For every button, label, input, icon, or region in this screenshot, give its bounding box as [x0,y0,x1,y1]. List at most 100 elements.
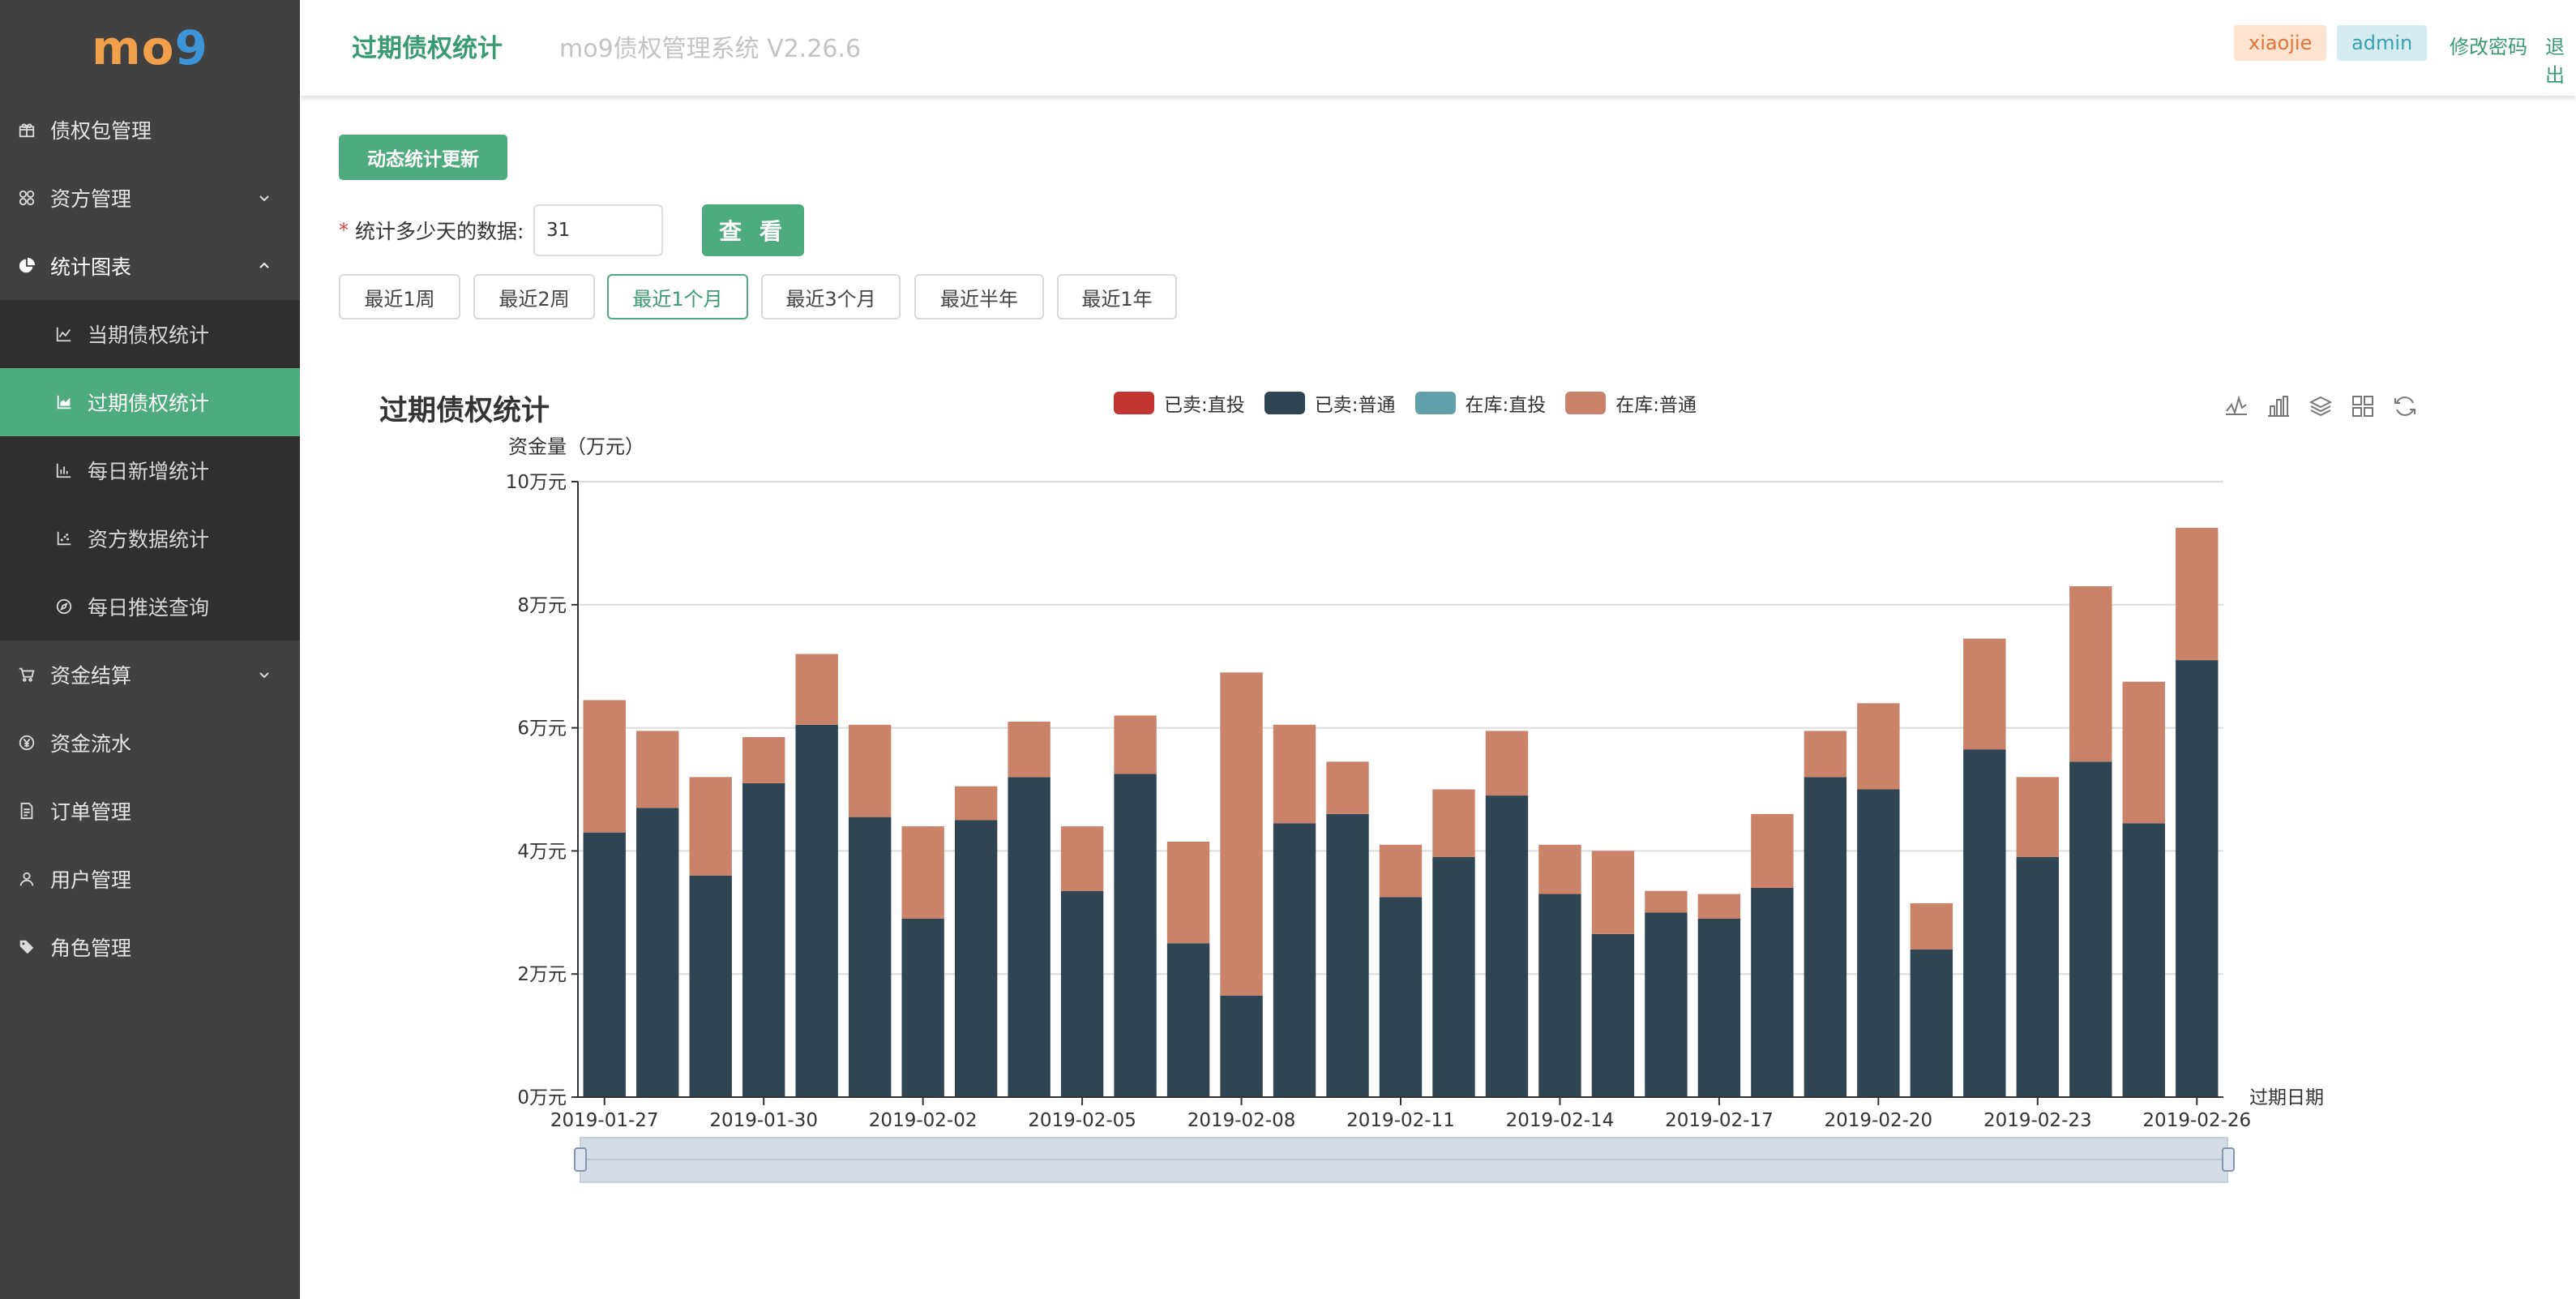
bar-segment[interactable] [583,832,626,1097]
bar-segment[interactable] [1379,897,1423,1097]
bar-segment[interactable] [954,786,998,821]
legend-item-sold-direct[interactable]: 已卖:直投 [1114,389,1245,417]
range-3-months-button[interactable]: 最近3个月 [761,274,901,319]
bar-segment[interactable] [1273,724,1316,824]
bar-segment[interactable] [1538,894,1581,1097]
bar-segment[interactable] [901,918,944,1097]
bar-segment[interactable] [1326,761,1369,814]
tiled-toggle-icon[interactable] [2349,392,2377,420]
bar-segment[interactable] [954,820,998,1097]
bar-segment[interactable] [1538,844,1581,894]
bar-segment[interactable] [1963,638,2006,750]
bar-segment[interactable] [2069,586,2112,762]
bar-segment[interactable] [1114,715,1157,774]
range-1-week-button[interactable]: 最近1周 [339,274,460,319]
menu-item-investor[interactable]: 资方管理 [0,164,300,232]
bar-segment[interactable] [901,826,944,919]
bar-segment[interactable] [2016,856,2059,1097]
bar-chart-toggle-icon[interactable] [2265,392,2292,420]
bar-segment[interactable] [1645,890,1688,913]
line-chart-toggle-icon[interactable] [2223,392,2250,420]
bar-segment[interactable] [1963,749,2006,1097]
menu-item-users[interactable]: 用户管理 [0,845,300,913]
bar-segment[interactable] [1220,672,1263,996]
view-button[interactable]: 查 看 [702,204,804,256]
legend-item-stock-direct[interactable]: 在库:直投 [1414,389,1546,417]
bar-segment[interactable] [2069,761,2112,1097]
bar-segment[interactable] [1697,894,1741,919]
zoom-handle-left[interactable] [574,1147,587,1172]
bar-segment[interactable] [1751,887,1794,1097]
menu-item-orders[interactable]: 订单管理 [0,777,300,845]
sub-item-daily-new[interactable]: 每日新增统计 [0,436,300,504]
bar-segment[interactable] [1008,722,1051,778]
bar-segment[interactable] [1591,851,1635,934]
days-input[interactable] [533,204,663,256]
sub-item-daily-push[interactable]: 每日推送查询 [0,572,300,641]
bar-segment[interactable] [1166,842,1210,944]
menu-item-settlement[interactable]: 资金结算 [0,641,300,709]
bar-segment[interactable] [1485,731,1529,796]
bar-segment[interactable] [1273,823,1316,1097]
bar-segment[interactable] [1008,777,1051,1097]
bar-segment[interactable] [1220,995,1263,1097]
bar-segment[interactable] [636,808,679,1097]
bar-segment[interactable] [2176,527,2219,661]
bar-segment[interactable] [1060,890,1104,1097]
change-password-link[interactable]: 修改密码 [2450,36,2527,58]
stack-toggle-icon[interactable] [2307,392,2334,420]
bar-segment[interactable] [1326,813,1369,1097]
bar-segment[interactable] [795,654,838,725]
bar-segment[interactable] [848,817,892,1097]
bar-segment[interactable] [1910,902,1953,950]
bar-segment[interactable] [689,875,732,1097]
bar-segment[interactable] [742,736,785,783]
menu-item-cash-flow[interactable]: 资金流水 [0,709,300,777]
range-2-weeks-button[interactable]: 最近2周 [473,274,595,319]
bar-segment[interactable] [1166,943,1210,1097]
bar-segment[interactable] [1432,856,1475,1097]
sub-item-current-debt[interactable]: 当期债权统计 [0,300,300,368]
sub-item-expired-debt[interactable]: 过期债权统计 [0,368,300,436]
bar-segment[interactable] [1379,844,1423,898]
bar-segment[interactable] [1910,949,1953,1097]
bar-segment[interactable] [848,724,892,817]
bar-segment[interactable] [742,782,785,1097]
zoom-handle-right[interactable] [2222,1147,2235,1172]
bar-segment[interactable] [689,777,732,876]
bar-segment[interactable] [1751,813,1794,888]
bar-segment[interactable] [1697,918,1741,1097]
bar-segment[interactable] [1857,789,1900,1098]
x-tick-label: 2019-02-20 [1825,1110,1933,1131]
bar-segment[interactable] [1114,774,1157,1097]
data-zoom-slider[interactable] [574,1137,2235,1183]
menu-item-debt-package[interactable]: 债权包管理 [0,96,300,164]
bar-segment[interactable] [583,700,626,833]
bar-segment[interactable] [1857,703,1900,790]
bar-segment[interactable] [1804,777,1847,1097]
logo[interactable]: mo9 [0,0,300,96]
bar-segment[interactable] [1060,826,1104,891]
bar-segment[interactable] [1432,789,1475,857]
bar-segment[interactable] [1804,731,1847,778]
legend-item-sold-normal[interactable]: 已卖:普通 [1264,389,1396,417]
sub-item-investor-data[interactable]: 资方数据统计 [0,504,300,572]
refresh-stats-button[interactable]: 动态统计更新 [339,135,507,180]
bar-segment[interactable] [2176,660,2219,1097]
logout-link[interactable]: 退出 [2545,36,2565,87]
range-1-month-button[interactable]: 最近1个月 [607,274,748,319]
bar-segment[interactable] [2122,681,2165,824]
menu-item-roles[interactable]: 角色管理 [0,913,300,981]
bar-segment[interactable] [795,724,838,1097]
range-1-year-button[interactable]: 最近1年 [1057,274,1177,319]
range-half-year-button[interactable]: 最近半年 [914,274,1044,319]
bar-segment[interactable] [1485,795,1529,1097]
menu-item-charts[interactable]: 统计图表 [0,232,300,300]
restore-icon[interactable] [2391,392,2419,420]
bar-segment[interactable] [2122,823,2165,1097]
bar-segment[interactable] [1645,912,1688,1097]
legend-item-stock-normal[interactable]: 在库:普通 [1565,389,1697,417]
bar-segment[interactable] [2016,777,2059,857]
bar-segment[interactable] [636,731,679,808]
bar-segment[interactable] [1591,933,1635,1097]
